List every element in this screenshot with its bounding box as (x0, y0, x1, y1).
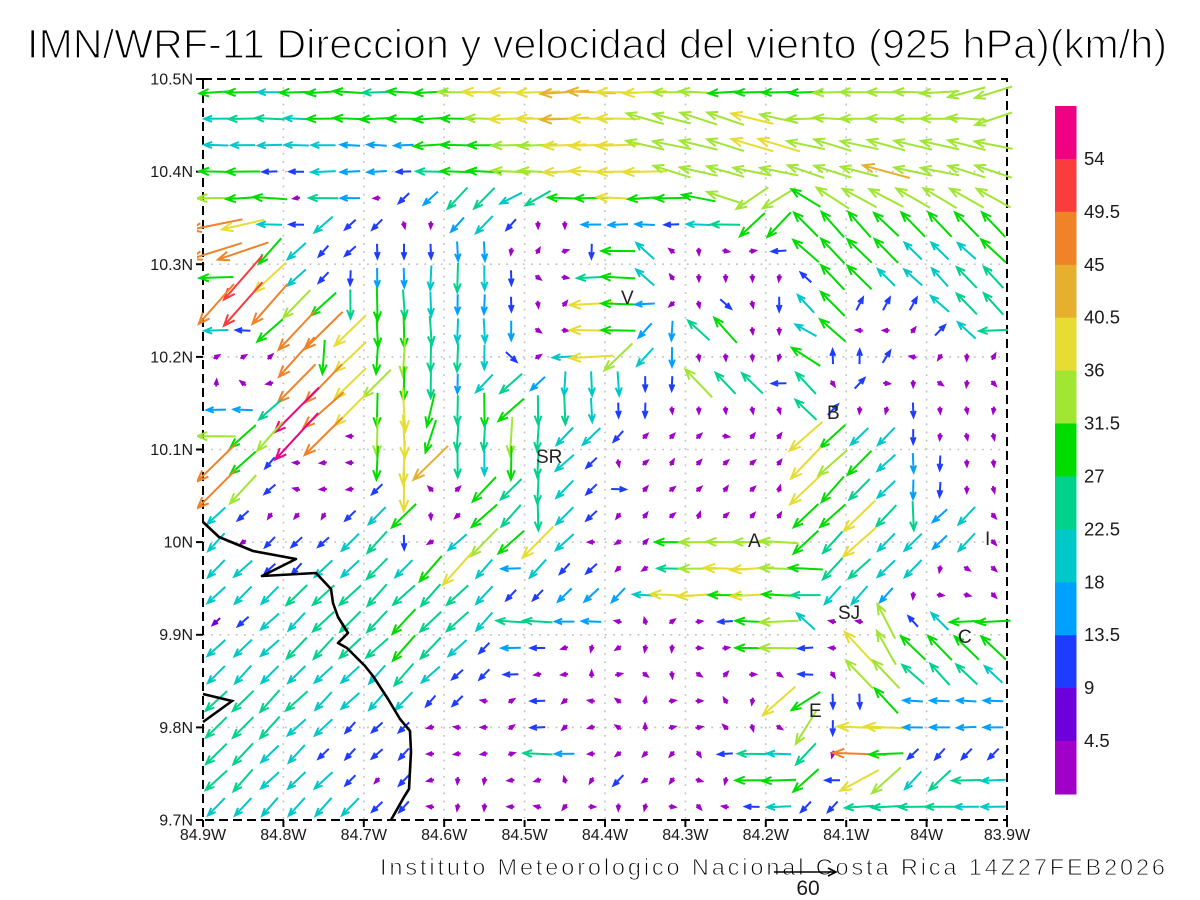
svg-text:36: 36 (1084, 360, 1105, 381)
svg-text:V: V (621, 288, 634, 309)
svg-text:B: B (827, 403, 840, 424)
svg-text:84.6W: 84.6W (421, 827, 468, 844)
svg-text:18: 18 (1084, 571, 1105, 592)
svg-text:4.5: 4.5 (1084, 730, 1110, 751)
svg-text:45: 45 (1084, 254, 1105, 275)
svg-text:84.7W: 84.7W (341, 827, 388, 844)
svg-text:I: I (985, 529, 990, 550)
svg-text:C: C (958, 627, 972, 648)
svg-text:84W: 84W (910, 827, 944, 844)
svg-text:A: A (748, 531, 761, 552)
svg-text:SR: SR (536, 447, 562, 468)
svg-text:49.5: 49.5 (1084, 201, 1120, 222)
svg-text:10.5N: 10.5N (150, 72, 193, 89)
svg-text:84.9W: 84.9W (180, 827, 227, 844)
svg-text:84.1W: 84.1W (823, 827, 870, 844)
svg-text:E: E (809, 701, 822, 722)
svg-text:9.9N: 9.9N (159, 627, 193, 644)
svg-text:10.1N: 10.1N (150, 442, 193, 459)
svg-text:SJ: SJ (838, 603, 860, 624)
svg-text:IMN/WRF-11 Direccion y velocid: IMN/WRF-11 Direccion y velocidad del vie… (27, 21, 1167, 67)
svg-text:84.8W: 84.8W (260, 827, 307, 844)
svg-text:22.5: 22.5 (1084, 518, 1120, 539)
svg-text:84.4W: 84.4W (582, 827, 629, 844)
svg-text:84.2W: 84.2W (743, 827, 790, 844)
svg-text:9.7N: 9.7N (159, 813, 193, 830)
svg-text:9: 9 (1084, 677, 1094, 698)
svg-text:83.9W: 83.9W (984, 827, 1031, 844)
svg-text:13.5: 13.5 (1084, 624, 1120, 645)
svg-text:60: 60 (796, 877, 819, 900)
svg-text:10.3N: 10.3N (150, 257, 193, 274)
svg-text:40.5: 40.5 (1084, 307, 1120, 328)
svg-text:84.3W: 84.3W (662, 827, 709, 844)
svg-text:10N: 10N (164, 535, 193, 552)
svg-text:31.5: 31.5 (1084, 413, 1120, 434)
svg-text:10.4N: 10.4N (150, 164, 193, 181)
svg-text:9.8N: 9.8N (159, 720, 193, 737)
svg-text:10.2N: 10.2N (150, 349, 193, 366)
svg-text:54: 54 (1084, 148, 1105, 169)
svg-text:Instituto Meteorologico Nacion: Instituto Meteorologico Nacional Costa R… (380, 854, 1165, 880)
svg-text:84.5W: 84.5W (501, 827, 548, 844)
svg-text:27: 27 (1084, 465, 1105, 486)
